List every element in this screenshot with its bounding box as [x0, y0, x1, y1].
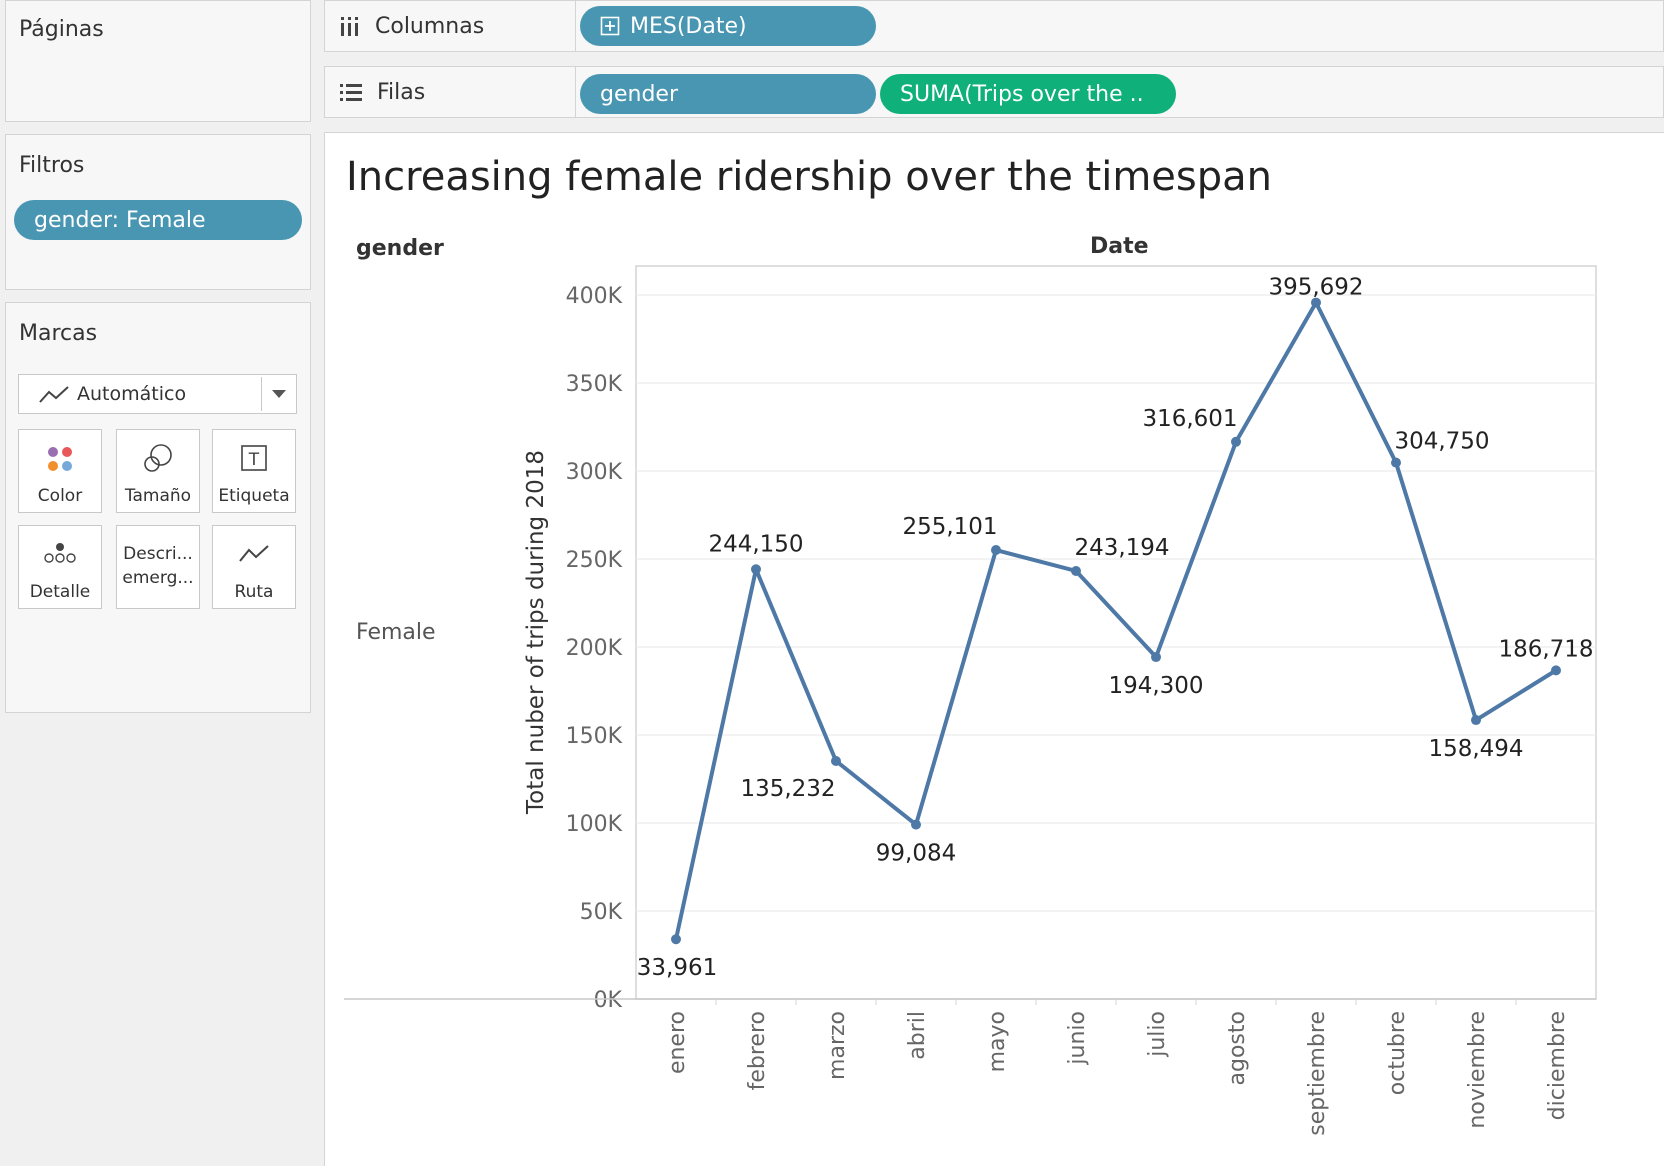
- y-axis-title: Total nuber of trips during 2018: [523, 450, 549, 815]
- data-point: [1071, 565, 1081, 576]
- y-tick-label: 0K: [594, 988, 623, 1013]
- column-header-date: Date: [1090, 234, 1149, 259]
- y-tick-label: 200K: [566, 636, 623, 661]
- x-tick-label: diciembre: [1545, 1011, 1570, 1120]
- columns-pill-month-date[interactable]: MES(Date): [580, 6, 876, 46]
- view-canvas: [324, 132, 1664, 1166]
- data-point: [1471, 715, 1481, 726]
- data-label: 304,750: [1394, 429, 1489, 455]
- filters-title: Filtros: [19, 153, 85, 178]
- data-point: [751, 564, 761, 575]
- x-tick-label: enero: [665, 1011, 690, 1074]
- path-line-icon: [239, 545, 269, 562]
- pages-title: Páginas: [19, 17, 104, 42]
- columns-icon: [341, 17, 358, 36]
- y-tick-label: 300K: [566, 460, 623, 485]
- series-line: [674, 300, 1558, 940]
- data-label: 243,194: [1074, 535, 1169, 561]
- data-point: [1231, 436, 1241, 447]
- columns-shelf: Columnas: [324, 0, 1664, 52]
- color-card[interactable]: Color: [18, 429, 102, 513]
- data-label: 186,718: [1498, 636, 1593, 662]
- row-value-female: Female: [356, 620, 436, 645]
- data-point: [671, 934, 681, 945]
- y-tick-label: 100K: [566, 812, 623, 837]
- data-label: 99,084: [876, 841, 956, 867]
- size-card-label: Tamaño: [124, 486, 192, 506]
- x-tick-label: mayo: [985, 1011, 1010, 1072]
- columns-pill-text: MES(Date): [630, 13, 747, 39]
- size-circles-icon: [144, 444, 172, 472]
- columns-label: Columnas: [375, 13, 485, 39]
- rows-label: Filas: [377, 79, 426, 105]
- tooltip-card-label-2: emerg...: [122, 568, 194, 588]
- x-tick-label: julio: [1145, 1011, 1170, 1058]
- x-tick-label: abril: [905, 1011, 930, 1060]
- detail-card[interactable]: Detalle: [18, 525, 102, 609]
- data-point: [911, 819, 921, 830]
- row-header-gender: gender: [356, 236, 444, 261]
- line-mark-icon: [39, 386, 69, 403]
- svg-text:T: T: [248, 450, 260, 470]
- marks-title: Marcas: [19, 321, 98, 346]
- y-tick-label: 400K: [566, 284, 623, 309]
- filter-pill-gender[interactable]: gender: Female: [14, 200, 302, 240]
- chevron-down-icon[interactable]: [271, 389, 287, 399]
- tooltip-card-label: Descri...: [123, 544, 193, 564]
- label-card-label: Etiqueta: [218, 486, 290, 506]
- detail-dots-icon: [44, 543, 76, 563]
- data-label: 194,300: [1108, 673, 1203, 699]
- data-label: 316,601: [1142, 406, 1237, 432]
- pages-panel: Páginas: [5, 0, 311, 122]
- data-point: [831, 755, 841, 766]
- data-label: 255,101: [902, 514, 997, 540]
- x-tick-label: octubre: [1385, 1011, 1410, 1095]
- color-card-label: Color: [37, 486, 83, 506]
- data-point: [1151, 652, 1161, 663]
- y-tick-label: 250K: [566, 548, 623, 573]
- data-point: [991, 545, 1001, 556]
- path-card[interactable]: Ruta: [212, 525, 296, 609]
- rows-icon: [340, 84, 362, 101]
- color-dots-icon: [48, 447, 72, 471]
- data-point: [1551, 665, 1561, 676]
- data-label: 244,150: [708, 531, 803, 557]
- y-tick-label: 150K: [566, 724, 623, 749]
- rows-pill-sum-trips[interactable]: SUMA(Trips over the ..: [880, 74, 1176, 114]
- y-tick-label: 50K: [580, 900, 623, 925]
- data-label: 158,494: [1428, 736, 1523, 762]
- x-tick-label: noviembre: [1465, 1011, 1490, 1129]
- x-tick-label: agosto: [1225, 1011, 1250, 1085]
- detail-card-label: Detalle: [29, 582, 91, 602]
- data-point: [1391, 457, 1401, 468]
- path-card-label: Ruta: [234, 582, 274, 602]
- data-label: 33,961: [637, 955, 717, 981]
- x-tick-label: junio: [1065, 1011, 1090, 1066]
- chart-title: Increasing female ridership over the tim…: [346, 154, 1272, 200]
- expand-plus-icon[interactable]: [600, 16, 620, 36]
- data-label: 395,692: [1268, 275, 1363, 301]
- x-tick-label: febrero: [745, 1011, 770, 1090]
- x-tick-label: marzo: [825, 1011, 850, 1080]
- rows-pill-gender[interactable]: gender: [580, 74, 876, 114]
- label-card[interactable]: T Etiqueta: [212, 429, 296, 513]
- tooltip-card[interactable]: Descri... emerg...: [116, 525, 200, 609]
- plot-frame: [635, 265, 1597, 1000]
- mark-type-label: Automático: [77, 383, 187, 405]
- x-tick-label: septiembre: [1305, 1011, 1330, 1136]
- data-point: [1311, 297, 1321, 308]
- mark-type-dropdown[interactable]: Automático: [18, 374, 297, 414]
- data-label: 135,232: [740, 776, 835, 802]
- y-tick-label: 350K: [566, 372, 623, 397]
- size-card[interactable]: Tamaño: [116, 429, 200, 513]
- label-text-icon: T: [241, 445, 267, 471]
